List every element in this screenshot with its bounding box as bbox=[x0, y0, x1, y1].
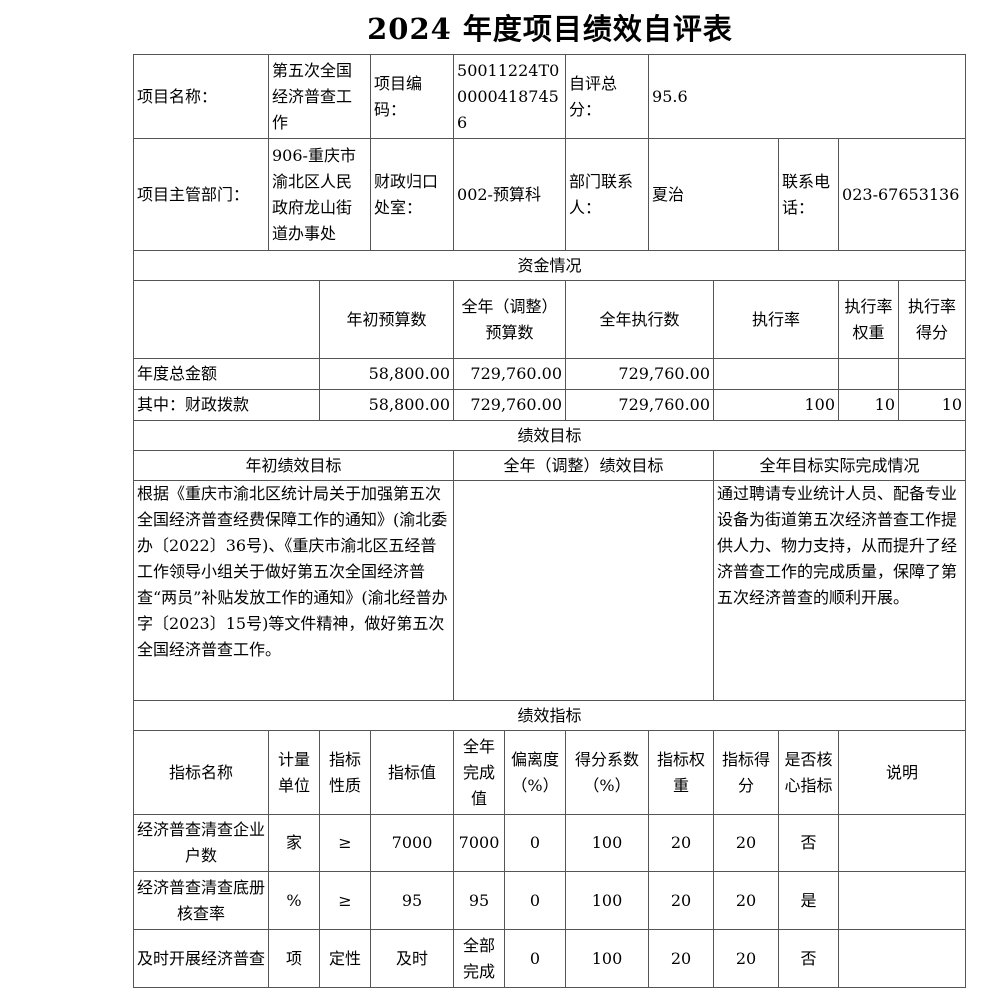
funds-row-label: 年度总金额 bbox=[133, 358, 320, 390]
indicator-header: 是否核心指标 bbox=[778, 730, 840, 815]
funds-header-blank bbox=[133, 280, 320, 359]
indicator-cell: ≥ bbox=[318, 814, 372, 872]
indicator-cell: 95 bbox=[453, 871, 506, 930]
indicator-header: 全年完成值 bbox=[453, 730, 506, 815]
score-label: 自评总分： bbox=[565, 54, 650, 139]
project-code: 50011224T000004187456 bbox=[453, 54, 567, 139]
finance: 002-预算科 bbox=[453, 138, 567, 251]
funds-section: 资金情况 bbox=[132, 250, 967, 281]
adjusted-goal bbox=[453, 480, 715, 701]
contact-label: 部门联系人： bbox=[565, 138, 650, 251]
project-name: 第五次全国经济普查工作 bbox=[267, 54, 372, 139]
funds-header: 年初预算数 bbox=[318, 280, 455, 359]
indicator-cell: 20 bbox=[648, 814, 715, 872]
indicator-cell: 20 bbox=[648, 929, 715, 988]
indicator-header: 指标名称 bbox=[133, 730, 269, 815]
indicator-cell: 定性 bbox=[318, 929, 372, 988]
indicator-header: 指标值 bbox=[370, 730, 455, 815]
dept: 906-重庆市渝北区人民政府龙山街道办事处 bbox=[267, 138, 372, 251]
goals-header: 全年目标实际完成情况 bbox=[713, 450, 967, 481]
indicator-cell: 0 bbox=[504, 814, 567, 872]
indicator-row: 及时开展经济普查项定性 及时 全部完成 0 100 20 20 否 bbox=[133, 929, 967, 988]
funds-cell: 729,760.00 bbox=[565, 358, 715, 390]
indicator-cell: 100 bbox=[565, 814, 650, 872]
phone: 023-67653136 bbox=[838, 138, 967, 251]
indicator-cell: 否 bbox=[778, 814, 840, 872]
funds-cell bbox=[713, 358, 840, 390]
indicator-cell: 否 bbox=[778, 929, 840, 988]
funds-cell: 58,800.00 bbox=[318, 389, 455, 421]
indicator-cell: 0 bbox=[504, 871, 567, 930]
goals-header: 全年（调整）绩效目标 bbox=[453, 450, 715, 481]
indicator-cell: 20 bbox=[648, 871, 715, 930]
indicator-header: 指标性质 bbox=[318, 730, 372, 815]
indicator-cell: 及时 bbox=[370, 929, 455, 988]
finance-label: 财政归口处室： bbox=[370, 138, 455, 251]
funds-header: 执行率 bbox=[713, 280, 840, 359]
project-name-label: 项目名称： bbox=[133, 54, 269, 139]
indicator-cell: 家 bbox=[268, 814, 320, 872]
funds-cell: 58,800.00 bbox=[318, 358, 455, 390]
indicator-cell: ≥ bbox=[318, 871, 372, 930]
indicator-cell: 20 bbox=[713, 814, 780, 872]
indicator-header: 指标权重 bbox=[648, 730, 715, 815]
project-code-label: 项目编码： bbox=[370, 54, 455, 139]
funds-cell: 100 bbox=[713, 389, 840, 421]
indicator-cell: 20 bbox=[713, 929, 780, 988]
contact: 夏治 bbox=[648, 138, 780, 251]
indicator-header: 指标得分 bbox=[713, 730, 780, 815]
indicator-header: 说明 bbox=[838, 730, 967, 815]
indicator-header: 偏离度（%） bbox=[504, 730, 567, 815]
funds-row: 年度总金额 58,800.00 729,760.00 729,760.00 bbox=[133, 358, 967, 390]
funds-row-label: 其中：财政拨款 bbox=[133, 389, 320, 421]
indicators-section: 绩效指标 bbox=[132, 700, 967, 731]
indicator-cell: 7000 bbox=[453, 814, 506, 872]
funds-cell: 729,760.00 bbox=[565, 389, 715, 421]
indicator-cell: 是 bbox=[778, 871, 840, 930]
funds-cell: 10 bbox=[898, 389, 967, 421]
indicator-cell: 100 bbox=[565, 871, 650, 930]
initial-goal: 根据《重庆市渝北区统计局关于加强第五次全国经济普查经费保障工作的通知》(渝北委办… bbox=[132, 480, 455, 701]
phone-label: 联系电话： bbox=[778, 138, 840, 251]
indicator-cell: 20 bbox=[713, 871, 780, 930]
funds-header: 执行率权重 bbox=[838, 280, 900, 359]
indicator-cell: 7000 bbox=[370, 814, 455, 872]
goals-header: 年初绩效目标 bbox=[132, 450, 455, 481]
page-title: 2024 年度项目绩效自评表 bbox=[367, 12, 733, 46]
funds-cell bbox=[838, 358, 900, 390]
indicator-header: 计量单位 bbox=[268, 730, 320, 815]
total-score: 95.6 bbox=[648, 54, 967, 139]
indicator-cell: 95 bbox=[370, 871, 455, 930]
goals-section: 绩效目标 bbox=[132, 420, 967, 451]
funds-row: 其中：财政拨款 58,800.00 729,760.00 729,760.00 … bbox=[133, 389, 967, 421]
indicator-cell bbox=[838, 814, 967, 872]
funds-cell: 729,760.00 bbox=[453, 358, 567, 390]
funds-cell: 10 bbox=[838, 389, 900, 421]
indicator-cell: 项 bbox=[268, 929, 320, 988]
indicator-cell bbox=[838, 929, 967, 988]
funds-cell bbox=[898, 358, 967, 390]
indicator-cell: 经济普查清查企业户数 bbox=[133, 814, 269, 872]
indicator-cell: % bbox=[268, 871, 320, 930]
indicator-cell: 0 bbox=[504, 929, 567, 988]
funds-header: 全年执行数 bbox=[565, 280, 715, 359]
indicator-cell: 经济普查清查底册核查率 bbox=[133, 871, 269, 930]
indicator-cell: 全部完成 bbox=[453, 929, 506, 988]
indicator-cell: 及时开展经济普查 bbox=[133, 929, 269, 988]
funds-header: 全年（调整）预算数 bbox=[453, 280, 567, 359]
indicator-cell bbox=[838, 871, 967, 930]
actual-completion: 通过聘请专业统计人员、配备专业设备为街道第五次经济普查工作提供人力、物力支持，从… bbox=[713, 480, 967, 701]
evaluation-table: 项目名称： 第五次全国经济普查工作 项目编码： 50011224T0000041… bbox=[132, 54, 967, 988]
indicator-cell: 100 bbox=[565, 929, 650, 988]
funds-cell: 729,760.00 bbox=[453, 389, 567, 421]
funds-header: 执行率得分 bbox=[898, 280, 967, 359]
indicator-row: 经济普查清查底册核查率% ≥95 95 0 100 20 20 是 bbox=[133, 871, 967, 930]
dept-label: 项目主管部门： bbox=[133, 138, 269, 251]
indicator-header: 得分系数（%） bbox=[565, 730, 650, 815]
indicator-row: 经济普查清查企业户数家 ≥7000 7000 0 100 20 20 否 bbox=[133, 814, 967, 872]
